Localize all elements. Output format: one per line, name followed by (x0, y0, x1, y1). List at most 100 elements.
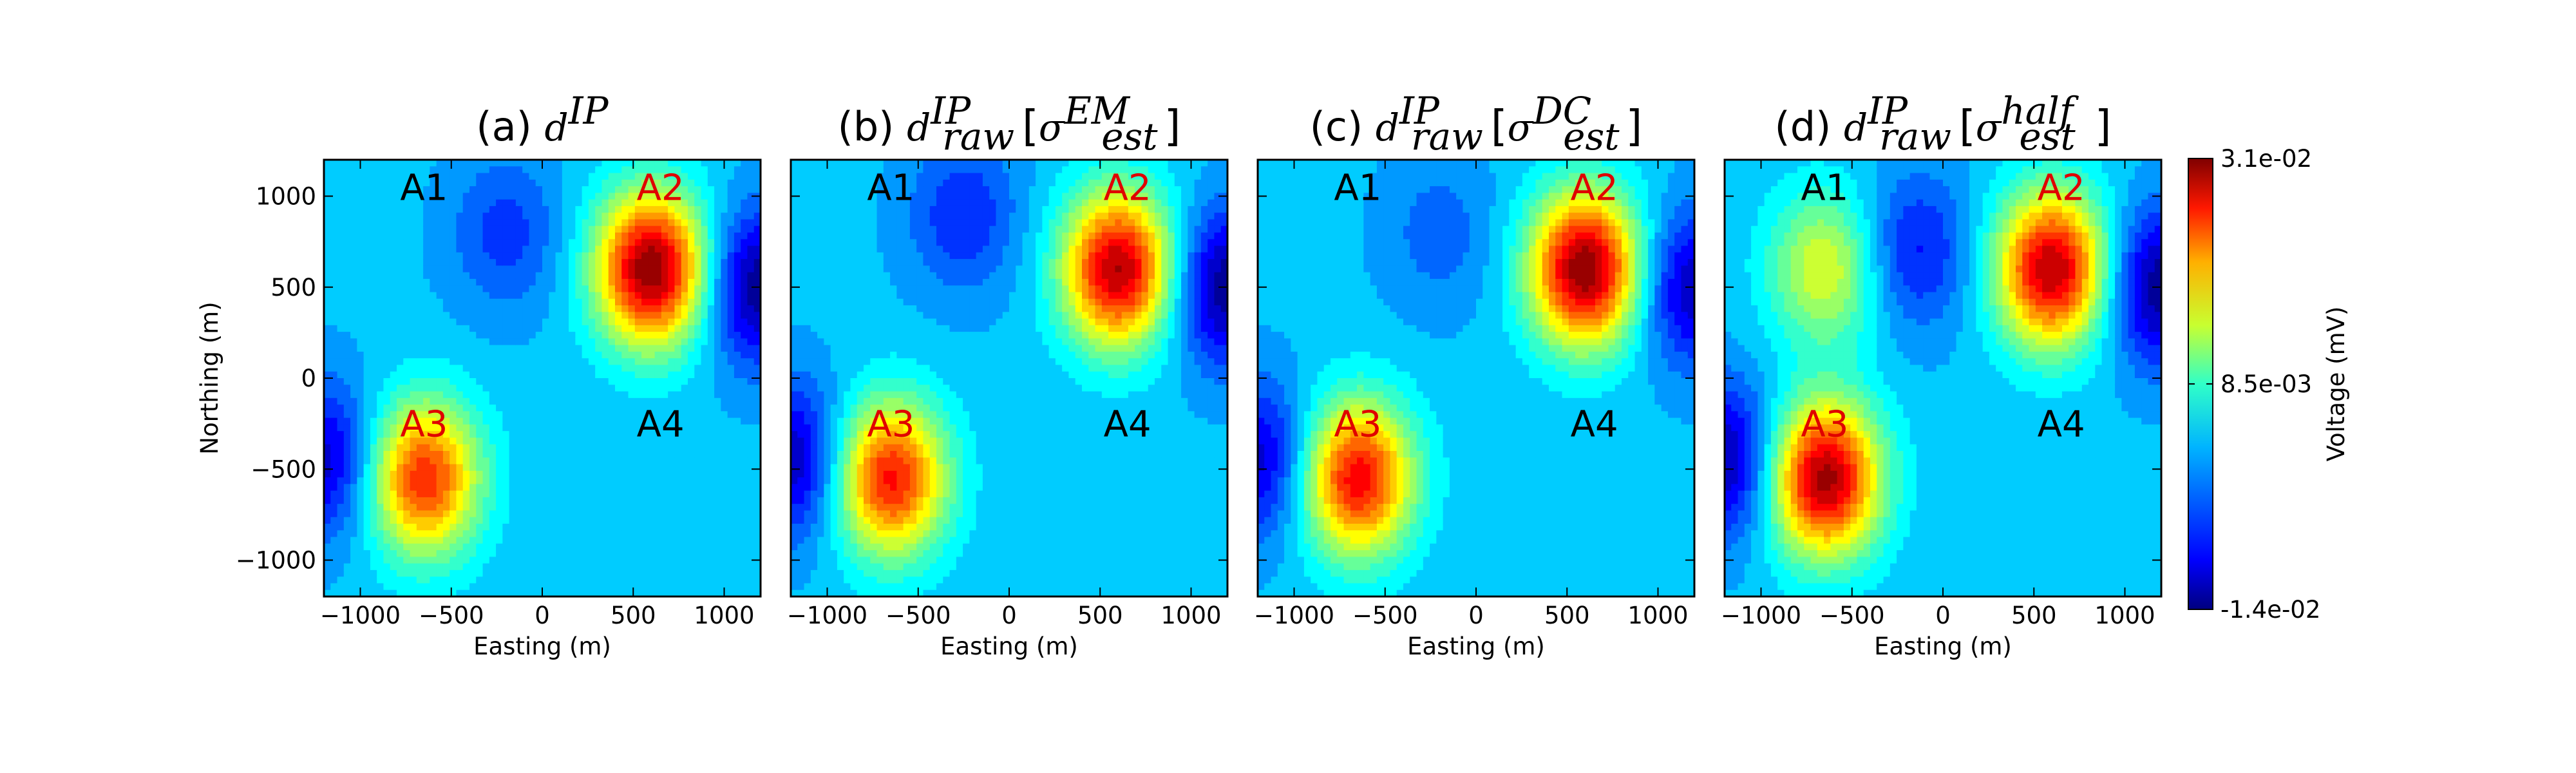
field-cell (529, 365, 536, 372)
field-cell (621, 424, 629, 432)
field-cell (357, 292, 365, 300)
field-cell (830, 391, 838, 399)
field-cell (462, 530, 470, 538)
field-cell (330, 504, 338, 511)
field-cell (668, 225, 676, 233)
field-cell (476, 504, 484, 511)
field-cell (694, 444, 702, 452)
field-cell (476, 298, 484, 306)
field-cell (562, 385, 569, 392)
field-cell (383, 179, 391, 187)
field-cell (555, 292, 563, 300)
field-cell (830, 318, 838, 326)
field-cell (383, 543, 391, 551)
field-cell (482, 233, 490, 240)
field-cell (753, 213, 761, 220)
field-cell (810, 252, 818, 260)
field-cell (824, 239, 831, 247)
field-cell (747, 589, 755, 596)
field-cell (747, 397, 755, 405)
field-cell (753, 510, 761, 518)
field-cell (502, 272, 510, 280)
field-cell (654, 530, 662, 538)
field-cell (641, 179, 649, 187)
field-cell (383, 397, 391, 405)
field-cell (390, 252, 397, 260)
field-cell (416, 345, 424, 352)
field-cell (416, 405, 424, 412)
field-cell (450, 259, 457, 266)
field-cell (549, 173, 556, 180)
field-cell (456, 589, 464, 596)
field-cell (442, 298, 450, 306)
field-cell (515, 318, 523, 326)
field-cell (350, 219, 357, 227)
field-cell (569, 411, 576, 419)
field-cell (549, 391, 556, 399)
field-cell (515, 397, 523, 405)
field-cell (482, 510, 490, 518)
field-cell (522, 577, 530, 584)
anomaly-label-a3: A3 (400, 404, 448, 446)
field-cell (476, 365, 484, 372)
field-cell (734, 517, 741, 524)
field-cell (817, 305, 824, 312)
field-cell (450, 358, 457, 366)
field-cell (621, 464, 629, 472)
field-cell (601, 444, 609, 452)
field-cell (442, 205, 450, 213)
field-cell (330, 569, 338, 577)
field-cell (542, 358, 549, 366)
field-cell (542, 199, 549, 207)
field-cell (747, 405, 755, 412)
field-cell (450, 219, 457, 227)
field-cell (397, 259, 404, 266)
field-cell (403, 160, 411, 167)
field-cell (707, 205, 715, 213)
field-cell (837, 298, 844, 306)
field-cell (357, 252, 365, 260)
field-cell (707, 391, 715, 399)
field-cell (601, 351, 609, 359)
field-cell (430, 464, 437, 472)
field-cell (688, 233, 695, 240)
field-cell (634, 477, 642, 484)
field-cell (641, 550, 649, 557)
field-cell (343, 378, 351, 385)
field-cell (569, 563, 576, 571)
field-cell (595, 550, 603, 557)
field-cell (337, 233, 345, 240)
field-cell (562, 272, 569, 280)
field-cell (727, 530, 735, 538)
field-cell (668, 385, 676, 392)
field-cell (357, 517, 365, 524)
field-cell (588, 318, 596, 326)
field-cell (410, 325, 417, 332)
field-cell (688, 550, 695, 557)
field-cell (753, 583, 761, 591)
field-cell (641, 338, 649, 346)
field-cell (830, 252, 838, 260)
field-cell (363, 490, 371, 498)
field-cell (377, 550, 384, 557)
field-cell (390, 524, 397, 531)
field-cell (804, 325, 811, 332)
field-cell (830, 477, 838, 484)
field-cell (456, 391, 464, 399)
field-cell (661, 424, 668, 432)
field-cell (681, 358, 688, 366)
field-cell (595, 497, 603, 504)
field-cell (824, 278, 831, 286)
field-cell (648, 193, 656, 200)
field-cell (502, 405, 510, 412)
field-cell (416, 213, 424, 220)
field-cell (469, 437, 477, 445)
field-cell (390, 577, 397, 584)
field-cell (350, 537, 357, 544)
field-cell (456, 325, 464, 332)
field-cell (741, 411, 748, 419)
field-cell (741, 179, 748, 187)
field-cell (837, 278, 844, 286)
field-cell (582, 530, 589, 538)
field-cell (430, 411, 437, 419)
